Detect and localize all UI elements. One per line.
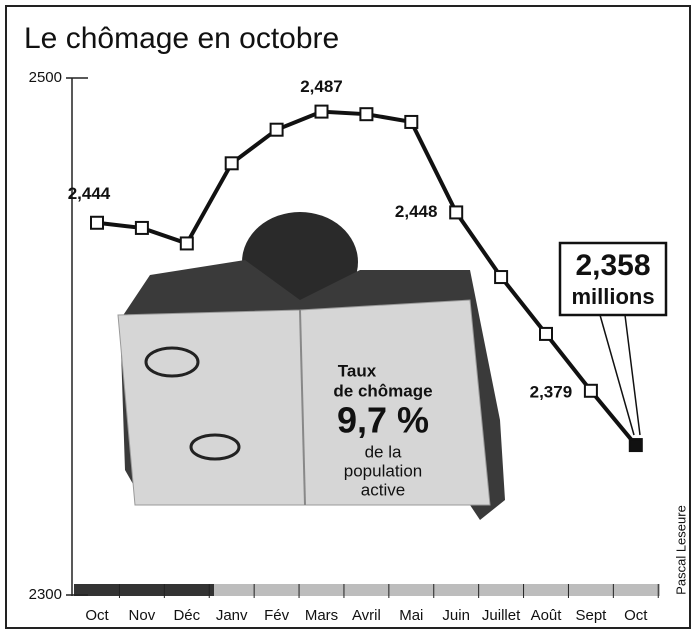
x-tick-label: Déc	[173, 607, 200, 624]
marker	[181, 237, 193, 249]
value-label: 2,379	[530, 382, 573, 401]
credit: Pascal Leseure	[673, 505, 688, 595]
value-label: 2,358	[575, 249, 650, 282]
chart-title: Le chômage en octobre	[24, 22, 339, 55]
annotation-text: de chômage	[333, 381, 432, 400]
band-light	[214, 584, 660, 596]
x-tick-label: Sept	[575, 607, 607, 624]
marker	[540, 328, 552, 340]
value-label: 2,448	[395, 202, 438, 221]
annotation-text: population	[344, 461, 422, 480]
y-tick-label: 2300	[29, 586, 62, 603]
x-tick-label: Mai	[399, 607, 423, 624]
x-tick-label: Mars	[305, 607, 338, 624]
value-label: 2,487	[300, 77, 343, 96]
marker	[405, 116, 417, 128]
y-tick-label: 2500	[29, 69, 62, 86]
annotation-text: Taux	[338, 361, 377, 380]
value-label: 2,444	[68, 184, 111, 203]
unit-label: millions	[571, 284, 654, 309]
marker	[360, 108, 372, 120]
annotation-text: de la	[365, 442, 402, 461]
x-tick-label: Juillet	[482, 607, 521, 624]
chart: Le chômage en octobre Taux de chômage 9,…	[0, 0, 696, 634]
x-tick-label: Juin	[442, 607, 470, 624]
x-tick-label: Avril	[352, 607, 381, 624]
marker	[226, 157, 238, 169]
x-tick-label: Août	[531, 607, 563, 624]
marker	[630, 439, 642, 451]
marker	[585, 385, 597, 397]
x-tick-label: Janv	[216, 607, 248, 624]
band-dark	[74, 584, 214, 596]
marker	[91, 217, 103, 229]
x-tick-label: Oct	[624, 607, 648, 624]
marker	[136, 222, 148, 234]
marker	[316, 106, 328, 118]
annotation-text: active	[361, 480, 405, 499]
marker	[495, 271, 507, 283]
x-tick-label: Oct	[85, 607, 109, 624]
x-tick-label: Fév	[264, 607, 290, 624]
x-tick-label: Nov	[129, 607, 156, 624]
annotation-rate: 9,7 %	[337, 400, 429, 441]
marker	[450, 206, 462, 218]
marker	[271, 124, 283, 136]
